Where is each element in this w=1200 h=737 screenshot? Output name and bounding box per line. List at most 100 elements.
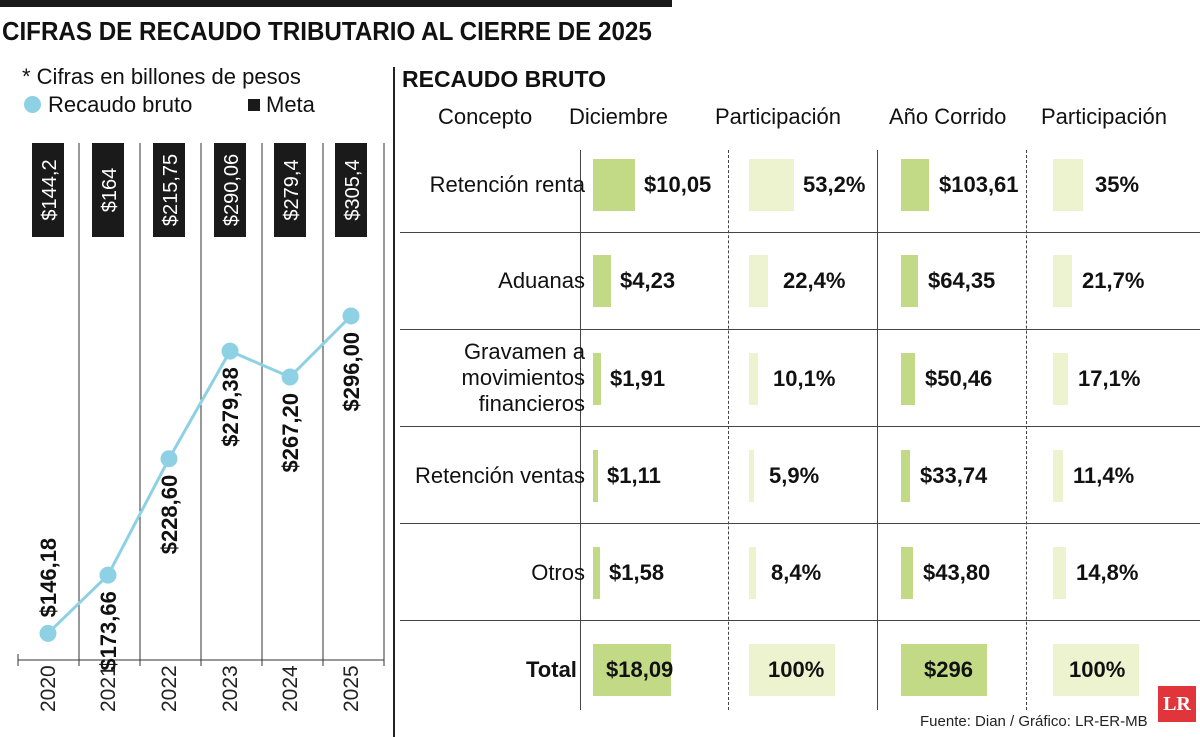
value-participacion-dic: 100%	[768, 657, 825, 682]
value-diciembre: $10,05	[644, 172, 712, 197]
recaudo-point	[99, 566, 117, 584]
value-participacion-anual: 17,1%	[1078, 366, 1141, 391]
col-head-participacion-dic: Participación	[715, 104, 841, 129]
square-icon	[248, 99, 260, 111]
row-label: Aduanas	[498, 268, 585, 293]
bar-participacion-anual	[1053, 450, 1063, 502]
bar-diciembre	[593, 450, 598, 502]
bar-participacion-anual	[1053, 255, 1072, 307]
col-head-ano-corrido: Año Corrido	[889, 104, 1007, 129]
recaudo-label: $228,60	[157, 475, 182, 555]
meta-box	[92, 143, 124, 237]
page-title: CIFRAS DE RECAUDO TRIBUTARIO AL CIERRE D…	[2, 16, 652, 46]
bar-participacion-dic	[749, 450, 754, 502]
recaudo-point	[342, 307, 360, 325]
x-tick-label: 2021	[97, 665, 120, 712]
bar-participacion-dic	[749, 159, 794, 211]
circle-icon	[24, 96, 41, 113]
row-divider	[400, 426, 1200, 427]
row-label-line: financieros	[478, 391, 585, 416]
meta-box	[214, 143, 246, 237]
x-tick-label: 2024	[279, 665, 302, 712]
row-label-total: Total	[526, 657, 577, 682]
recaudo-point	[281, 368, 299, 386]
row-divider	[400, 523, 1200, 524]
value-participacion-anual: 21,7%	[1082, 268, 1145, 293]
column-divider	[877, 150, 878, 710]
meta-box	[32, 143, 64, 237]
value-ano-corrido: $64,35	[928, 268, 996, 293]
column-divider	[580, 150, 581, 710]
bar-participacion-dic	[749, 644, 835, 696]
col-head-diciembre: Diciembre	[569, 104, 669, 129]
bar-ano-corrido	[901, 450, 910, 502]
bar-participacion-anual	[1053, 353, 1068, 405]
x-tick-label: 2025	[340, 665, 363, 712]
column-divider-dashed	[1026, 150, 1027, 710]
recaudo-label: $279,38	[218, 367, 243, 447]
x-tick-label: 2022	[158, 665, 181, 712]
value-ano-corrido: $33,74	[920, 463, 988, 488]
lr-logo: LR	[1158, 686, 1196, 722]
meta-label: $290,06	[221, 154, 243, 226]
value-participacion-dic: 22,4%	[783, 268, 846, 293]
value-diciembre: $1,91	[610, 366, 666, 391]
row-label: Gravamen a movimientos financieros	[375, 339, 585, 417]
source-note: Fuente: Dian / Gráfico: LR-ER-MB	[920, 713, 1148, 730]
row-label: Retención ventas	[415, 463, 585, 488]
meta-label: $164	[99, 168, 121, 213]
bar-ano-corrido	[901, 255, 918, 307]
bar-diciembre	[593, 159, 635, 211]
bar-participacion-dic	[749, 353, 758, 405]
legend-item-meta: Meta	[248, 92, 315, 118]
meta-label: $215,75	[160, 154, 182, 226]
recaudo-point	[160, 450, 178, 468]
bar-diciembre	[593, 644, 671, 696]
value-ano-corrido: $103,61	[939, 172, 1019, 197]
line-chart: 2020 2021 2022 2023 2024 2025 $144,2 $164 $215,7…	[17, 143, 385, 712]
row-label-line: Gravamen a	[463, 339, 585, 364]
value-participacion-dic: 5,9%	[769, 463, 820, 488]
recaudo-point	[221, 342, 239, 360]
section-divider	[393, 67, 395, 737]
value-participacion-anual: 14,8%	[1076, 560, 1139, 585]
value-diciembre: $1,11	[607, 463, 661, 488]
meta-label: $144,2	[39, 159, 61, 220]
row-label: Otros	[531, 560, 585, 585]
value-participacion-anual: 100%	[1069, 657, 1126, 682]
bar-diciembre	[593, 255, 611, 307]
bar-ano-corrido	[901, 353, 915, 405]
bar-participacion-anual	[1053, 547, 1066, 599]
value-participacion-dic: 10,1%	[773, 366, 836, 391]
legend-item-recaudo: Recaudo bruto	[24, 92, 192, 118]
x-tick-label: 2023	[219, 665, 242, 712]
value-diciembre: $4,23	[620, 268, 676, 293]
value-diciembre: $1,58	[609, 560, 665, 585]
bar-participacion-dic	[749, 255, 768, 307]
row-divider	[400, 329, 1200, 330]
recaudo-point	[39, 624, 57, 642]
bar-participacion-dic	[749, 547, 756, 599]
legend-label-meta: Meta	[266, 92, 315, 117]
x-tick-label: 2020	[37, 665, 60, 712]
column-divider-dashed	[728, 150, 729, 710]
row-divider	[400, 620, 1200, 621]
bar-participacion-anual	[1053, 159, 1083, 211]
recaudo-label: $267,20	[278, 393, 303, 473]
bar-diciembre	[593, 547, 600, 599]
bar-ano-corrido	[901, 547, 913, 599]
value-diciembre: $18,09	[606, 657, 674, 682]
row-label-line: movimientos	[461, 365, 585, 390]
recaudo-line	[46, 314, 353, 635]
meta-box	[274, 143, 306, 237]
row-divider	[400, 232, 1200, 233]
bar-diciembre	[593, 353, 601, 405]
value-ano-corrido: $50,46	[925, 366, 993, 391]
col-head-concepto: Concepto	[438, 104, 533, 129]
meta-label: $279,4	[281, 159, 303, 220]
bar-participacion-anual	[1053, 644, 1139, 696]
value-ano-corrido: $43,80	[923, 560, 991, 585]
value-participacion-dic: 8,4%	[771, 560, 822, 585]
bar-ano-corrido	[901, 644, 987, 696]
table-title: RECAUDO BRUTO	[402, 66, 607, 92]
